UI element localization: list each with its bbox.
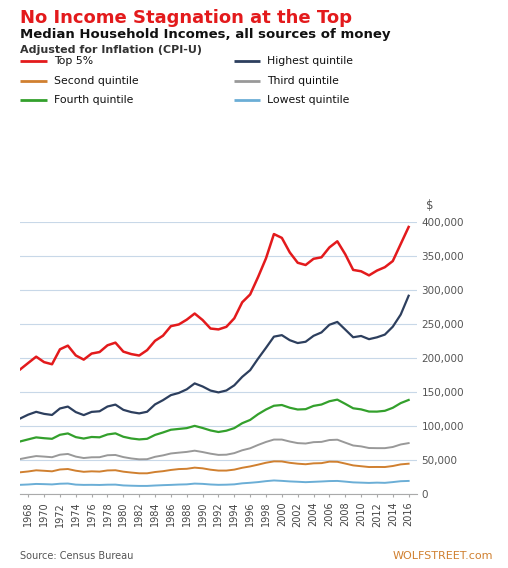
Text: Second quintile: Second quintile — [54, 76, 139, 86]
Text: Lowest quintile: Lowest quintile — [267, 95, 350, 105]
Text: Adjusted for Inflation (CPI-U): Adjusted for Inflation (CPI-U) — [20, 45, 202, 56]
Text: Fourth quintile: Fourth quintile — [54, 95, 133, 105]
Text: Source: Census Bureau: Source: Census Bureau — [20, 551, 134, 561]
Text: WOLFSTREET.com: WOLFSTREET.com — [392, 551, 493, 561]
Text: Median Household Incomes, all sources of money: Median Household Incomes, all sources of… — [20, 28, 391, 41]
Text: No Income Stagnation at the Top: No Income Stagnation at the Top — [20, 9, 353, 27]
Text: Highest quintile: Highest quintile — [267, 56, 353, 66]
Text: $: $ — [426, 199, 433, 212]
Text: Top 5%: Top 5% — [54, 56, 93, 66]
Text: Third quintile: Third quintile — [267, 76, 339, 86]
